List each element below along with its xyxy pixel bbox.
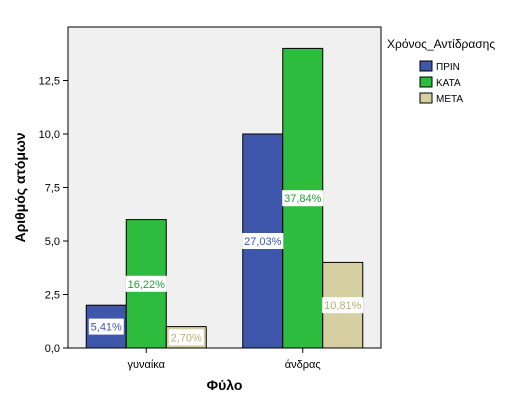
- data-label-box: [125, 275, 167, 292]
- data-label-box: [282, 190, 324, 207]
- y-tick-label: 5,0: [45, 236, 60, 248]
- legend-label: ΠΡΙΝ: [436, 62, 460, 73]
- x-axis-title: Φύλο: [207, 377, 243, 393]
- data-label: 5,41%: [88, 318, 124, 335]
- axes: 0,0 2,5 5,0 7,5 10,0 12,5 γυναίκα άνδρας: [39, 76, 321, 372]
- data-label: 2,70%: [168, 329, 204, 346]
- x-tick-label: γυναίκα: [127, 359, 165, 371]
- legend: Χρόνος_Αντίδρασης ΠΡΙΝ ΚΑΤΑ ΜΕΤΑ: [387, 37, 495, 105]
- data-label: 10,81%: [322, 297, 364, 314]
- legend-swatch: [419, 92, 433, 104]
- legend-item: ΠΡΙΝ: [419, 60, 460, 73]
- legend-title: Χρόνος_Αντίδρασης: [387, 37, 495, 51]
- data-label-text: 10,81%: [324, 300, 362, 312]
- data-labels: 5,41% 16,22% 2,70% 27,03% 37,84% 10,81%: [88, 190, 364, 346]
- data-label-box: [242, 233, 284, 249]
- y-axis-title: Αριθμός ατόμων: [12, 132, 28, 242]
- data-label: 37,84%: [282, 190, 324, 207]
- data-label-text: 5,41%: [91, 322, 122, 334]
- data-label: 27,03%: [242, 233, 284, 249]
- data-label-text: 37,84%: [284, 193, 322, 205]
- legend-item: ΜΕΤΑ: [419, 92, 463, 105]
- data-label-text: 16,22%: [128, 279, 166, 291]
- y-tick-label: 2,5: [45, 290, 60, 302]
- data-label-text: 2,70%: [171, 332, 202, 344]
- data-label-box: [168, 329, 204, 346]
- legend-label: ΚΑΤΑ: [436, 78, 461, 89]
- data-label-box: [322, 297, 364, 314]
- data-label-text: 27,03%: [244, 236, 282, 248]
- legend-label: ΜΕΤΑ: [436, 94, 463, 105]
- legend-swatch: [419, 76, 433, 88]
- legend-item: ΚΑΤΑ: [419, 76, 461, 89]
- legend-swatch: [419, 60, 433, 72]
- y-tick-label: 0,0: [45, 343, 60, 355]
- y-tick-label: 10,0: [39, 129, 60, 141]
- y-tick-label: 7,5: [45, 183, 60, 195]
- data-label: 16,22%: [125, 275, 167, 292]
- x-tick-label: άνδρας: [285, 359, 321, 371]
- y-tick-label: 12,5: [39, 76, 60, 88]
- data-label-box: [88, 318, 124, 335]
